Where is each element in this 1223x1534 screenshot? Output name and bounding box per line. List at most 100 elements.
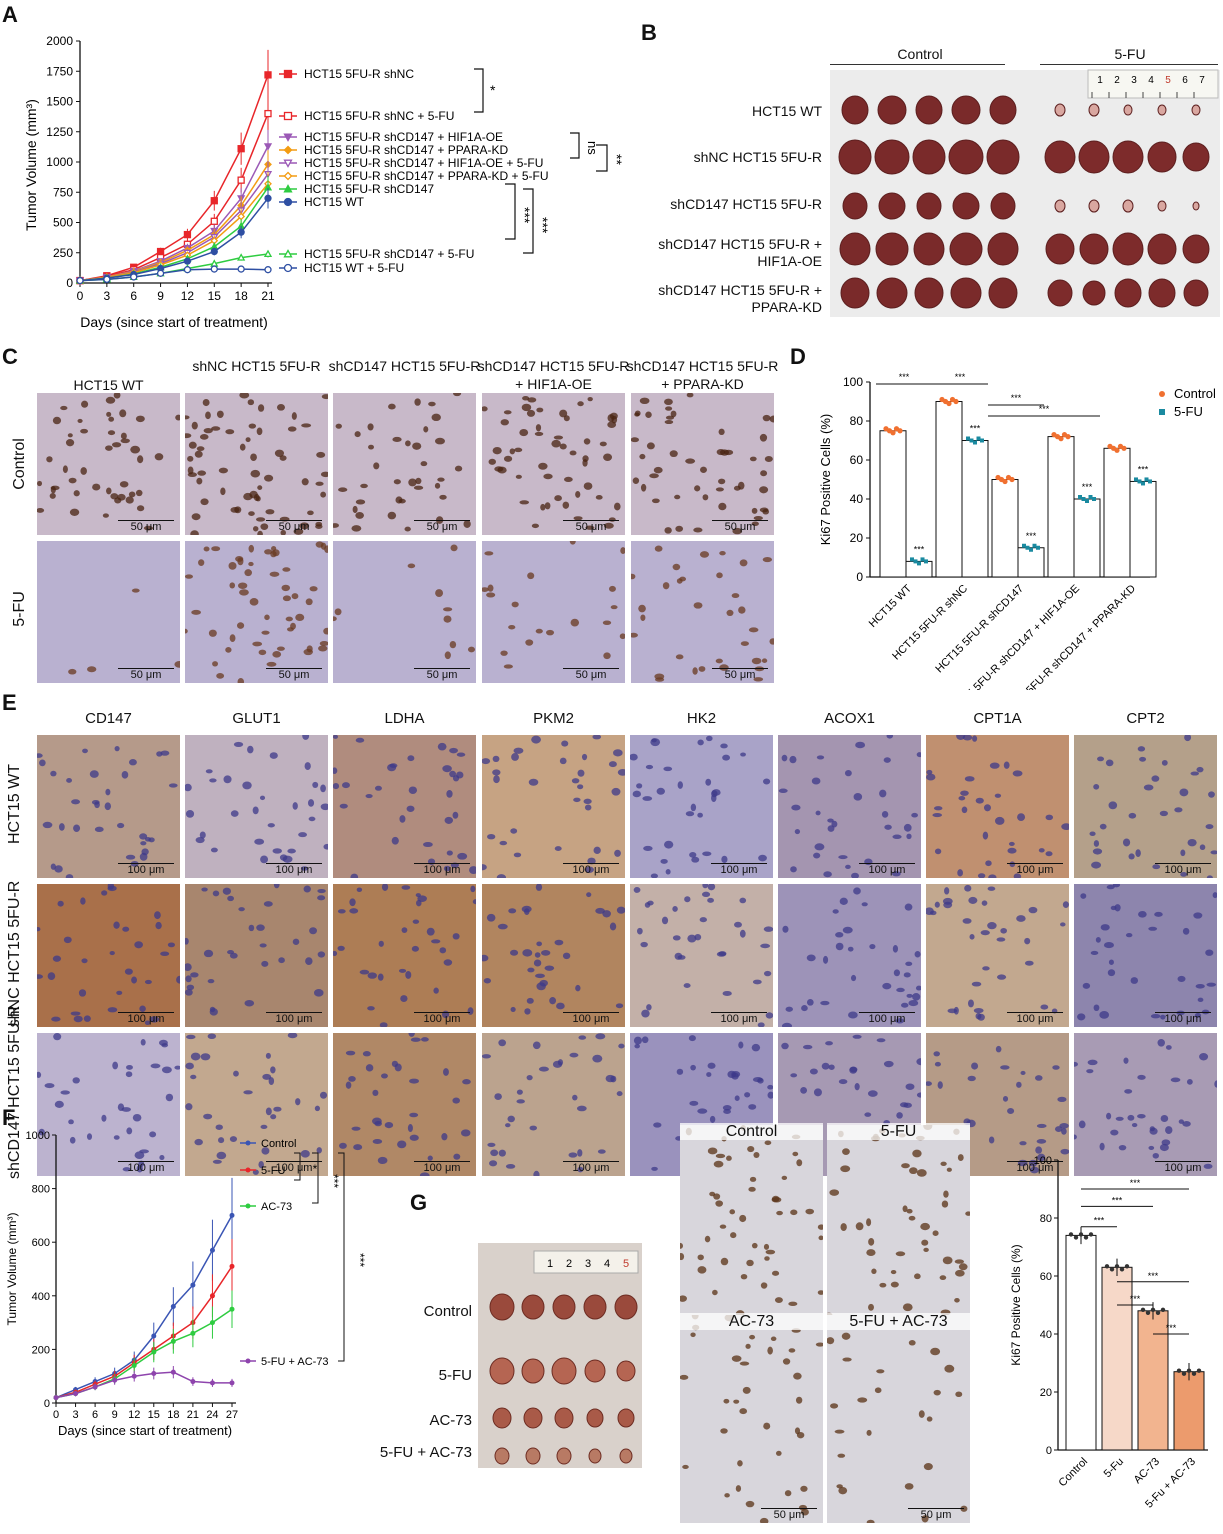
- b-tumor-5fu: [1157, 200, 1167, 212]
- a-legend-marker: [283, 171, 293, 181]
- f-sig-2: ***: [327, 1174, 341, 1188]
- a-xtick-label: 0: [77, 289, 84, 303]
- f-point: [151, 1371, 157, 1377]
- a-point: [237, 253, 246, 261]
- g-tumor: [489, 1357, 515, 1385]
- scale-bar: 100 μm: [1007, 1012, 1063, 1025]
- i-dot: [1068, 1232, 1074, 1237]
- ihc-tile-h: 50 μm: [827, 1315, 970, 1523]
- d-bar-control: [991, 479, 1019, 578]
- ihc-tile-h: 50 μm: [680, 1125, 823, 1333]
- f-point: [229, 1263, 235, 1269]
- a-legend-label: HCT15 5FU-R shCD147 + 5-FU: [304, 247, 474, 261]
- a-point: [210, 265, 218, 273]
- a-legend-label: HCT15 WT: [304, 195, 365, 209]
- scale-bar: 50 μm: [118, 668, 174, 681]
- f-point: [53, 1395, 59, 1401]
- d-bar-control: [1103, 447, 1131, 578]
- i-ytick-label: 80: [1040, 1213, 1052, 1225]
- d-dot-5fu: [1036, 545, 1040, 550]
- b-tumor-5fu: [1183, 279, 1209, 307]
- i-bracket-star: ***: [1148, 1271, 1159, 1281]
- i-bracket-star: ***: [1166, 1323, 1177, 1333]
- panel-c-col-header: shNC HCT15 5FU-R: [192, 358, 321, 374]
- a-legend-label: HCT15 5FU-R shCD147 + HIF1A-OE + 5-FU: [304, 156, 543, 170]
- d-ytick-label: 80: [850, 414, 864, 428]
- ihc-tile-marker: 100 μm: [185, 884, 328, 1027]
- a-series-line: [79, 268, 269, 282]
- panel-g-row-3: AC-73: [429, 1412, 472, 1429]
- a-ytick-label: 1500: [46, 95, 73, 109]
- f-bracket: [312, 1152, 319, 1204]
- f-xlabel: Days (since start of treatment): [58, 1423, 232, 1438]
- g-tumor: [584, 1359, 606, 1383]
- ihc-tile-marker: 100 μm: [333, 884, 476, 1027]
- i-bracket-star: ***: [1094, 1216, 1105, 1226]
- ihc-tile-marker: 100 μm: [482, 735, 625, 878]
- scale-bar: 100 μm: [711, 1012, 767, 1025]
- panel-d-bar-chart: 0 20 40 60 80 100 Ki67 Positive Cells (%) *** HC…: [818, 372, 1216, 690]
- g-tumor: [617, 1408, 635, 1428]
- d-dot-control: [946, 400, 952, 407]
- scale-bar: 100 μm: [266, 1161, 322, 1174]
- scale-bar: 100 μm: [1007, 863, 1063, 876]
- panel-e-row-1: HCT15 WT: [6, 764, 23, 844]
- b-tumor-5fu: [1157, 104, 1167, 116]
- d-bar-control: [1047, 436, 1075, 578]
- a-point: [183, 257, 192, 265]
- f-point: [112, 1377, 118, 1383]
- b-tumor-control: [840, 277, 870, 309]
- a-point: [103, 275, 111, 284]
- d-dot-5fu: [1088, 495, 1093, 499]
- ihc-tile-5fu: 50 μm: [185, 541, 328, 683]
- a-point: [210, 247, 218, 256]
- f-series-line: [55, 1265, 233, 1399]
- b-tumor-control: [916, 192, 942, 220]
- b-tumor-5fu: [1114, 278, 1142, 308]
- b-tumor-control: [986, 139, 1020, 175]
- d-bracket-star: ***: [899, 372, 910, 382]
- d-star: ***: [1026, 531, 1037, 541]
- scale-bar: 100 μm: [414, 863, 470, 876]
- b-tumor-control: [990, 192, 1016, 220]
- g-ruler-label: 4: [604, 1258, 610, 1270]
- g-tumor: [556, 1447, 572, 1465]
- sig-star-a2: **: [609, 154, 625, 165]
- b-tumor-5fu: [1147, 141, 1177, 173]
- a-ytick-label: 2000: [46, 34, 73, 48]
- b-tumor-5fu: [1192, 201, 1200, 211]
- f-point: [209, 1293, 215, 1299]
- g-ruler-label: 2: [566, 1258, 572, 1270]
- i-category-label: AC-73: [1132, 1456, 1163, 1487]
- b-tumor-5fu: [1044, 140, 1076, 174]
- f-legend-label: AC-73: [261, 1201, 292, 1213]
- ihc-tile-marker: 100 μm: [1074, 884, 1217, 1027]
- f-xtick-label: 9: [112, 1409, 118, 1421]
- i-dot: [1124, 1264, 1130, 1269]
- d-dot-5fu: [969, 438, 974, 443]
- g-tumor: [521, 1358, 545, 1384]
- f-legend-label: 5-FU: [261, 1165, 286, 1177]
- g-tumor: [492, 1407, 512, 1429]
- d-star: ***: [970, 424, 981, 434]
- sig-ns-a: ns: [585, 141, 600, 155]
- a-xtick-label: 9: [157, 289, 164, 303]
- panel-e-marker-header: PKM2: [533, 710, 574, 727]
- i-ylabel: Ki67 Positive Cells (%): [1009, 1244, 1023, 1365]
- b-tumor-control: [876, 277, 908, 309]
- ihc-tile-control: 50 μm: [185, 393, 328, 535]
- i-dot: [1073, 1235, 1079, 1240]
- a-legend-marker: [283, 184, 293, 193]
- d-star: ***: [1082, 482, 1093, 492]
- i-bracket-star: ***: [1112, 1195, 1123, 1205]
- f-xtick-label: 15: [148, 1409, 160, 1421]
- i-dot: [1191, 1371, 1197, 1376]
- panel-label-a: A: [2, 2, 18, 27]
- a-series-line: [79, 74, 269, 282]
- i-dot: [1109, 1267, 1115, 1272]
- f-series-line: [55, 1371, 232, 1399]
- d-dot-5fu: [973, 440, 977, 445]
- scale-bar: 100 μm: [118, 1161, 174, 1174]
- a-point: [237, 265, 245, 273]
- f-point: [190, 1330, 196, 1336]
